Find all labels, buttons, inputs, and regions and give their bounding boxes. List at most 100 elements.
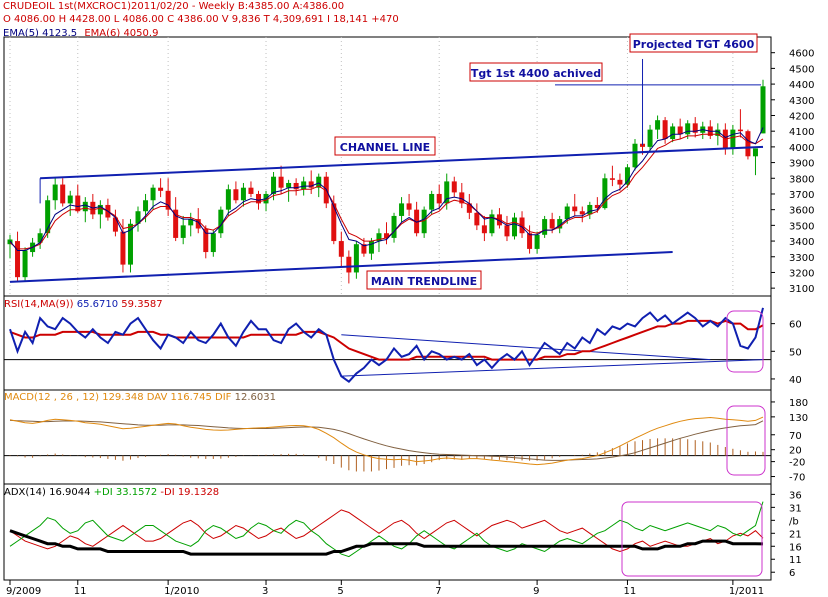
main-trendline-label: MAIN TRENDLINE [371,275,477,288]
candle-body [677,126,683,135]
macd-dav-line [9,416,764,466]
x-tick-label: 5 [337,586,343,597]
adx-panel-ytick-label: 36 [789,490,802,501]
rsi-panel-ytick-label: 40 [789,375,802,386]
candle-body [406,203,412,210]
candle-body [150,187,156,201]
candle-body [557,219,563,229]
candle-body [75,195,81,212]
candle-body [737,129,743,132]
candle-body [534,234,540,249]
candle-body [512,217,518,237]
candle-body [316,176,322,188]
candle-body [564,206,570,220]
candle-body [338,241,344,257]
price-panel-ytick-label: 4400 [789,80,814,91]
macd-dif-line [9,419,764,461]
ema6-line [9,133,764,250]
channel-line-label: CHANNEL LINE [340,141,430,154]
candle-body [271,176,277,194]
price-panel-ytick-label: 4000 [789,143,814,154]
candle-body [496,214,502,226]
adx-panel-ytick-label: 16 [789,542,802,553]
candle-body [82,201,88,212]
candle-body [632,143,638,168]
price-panel-ytick-label: 4300 [789,96,814,107]
candle-body [594,204,600,209]
candle-body [745,131,751,157]
main-trendline [9,251,673,283]
candle-body [143,200,149,212]
pdi-line [9,501,764,558]
candle-body [527,233,533,249]
candle-body [331,203,337,242]
candle-body [436,193,442,204]
candle-body [120,231,126,265]
rsi-legend-part: 59.3587 [118,299,163,310]
macd-legend-part: 129.348 [99,392,144,403]
rsi-panel-ytick-label: 50 [789,347,802,358]
rsi-trendline [341,334,711,361]
candle-body [240,187,246,201]
candle-body [617,179,623,185]
mdi-line [9,509,764,553]
candle-body [225,189,231,210]
candle-body [587,204,593,215]
candle-body [180,225,186,238]
ema-legend: EMA(5) 4123.5 EMA(6) 4050.9 [3,28,158,40]
rsi-legend-part: RSI(14,MA(9)) [4,299,74,310]
adx-line [9,529,764,556]
candle-body [391,215,397,238]
candle-body [489,214,495,234]
price-panel-ytick-label: 4200 [789,111,814,122]
candle-body [549,219,555,229]
macd-legend-part: DAV [144,392,168,403]
candle-body [376,233,382,242]
adx-legend: ADX(14) 16.9044 +DI 33.1572 -DI 19.1328 [4,487,219,498]
candle-body [165,190,171,210]
candle-body [15,241,21,278]
candle-body [158,187,164,191]
ema6-legend: EMA(6) 4050.9 [84,28,159,39]
candle-body [481,225,487,234]
candle-body [647,129,653,147]
macd-legend: MACD(12 , 26 , 12) 129.348 DAV 116.745 D… [4,392,276,403]
candle-body [572,206,578,212]
macd-legend-part: 12.6031 [231,392,276,403]
candle-body [233,189,239,201]
candle-body [444,181,450,204]
price-panel-ytick-label: 3400 [789,237,814,248]
adx-highlight [621,501,763,577]
x-tick-label: 11 [623,586,636,597]
candle-body [173,209,179,238]
candle-body [504,225,510,237]
candle-body [542,219,548,235]
candle-body [45,200,51,234]
candle-body [195,219,201,229]
rsi-panel-frame [3,295,772,391]
projected-target-label: Projected TGT 4600 [633,38,755,51]
rsi-legend-part: 65.6710 [74,299,119,310]
candle-body [278,176,284,188]
price-panel-ytick-label: 3100 [789,284,814,295]
ema5-line [9,127,764,251]
macd-panel-ytick-label: -20 [789,458,805,469]
adx-legend-part: 33.1572 [113,487,158,498]
candle-body [301,181,307,190]
x-tick-label: 3 [262,586,268,597]
candle-body [97,204,103,215]
candle-body [685,123,691,135]
rsi-panel-ytick-label: 60 [789,320,802,331]
candle-body [210,233,216,253]
rsi-trendline [341,359,764,377]
candle-body [466,203,472,213]
macd-panel-frame [3,389,772,485]
candle-body [127,223,133,265]
target-achieved-label-box [469,62,603,82]
candle-body [609,178,615,180]
candle-body [22,250,28,278]
candle-body [37,233,43,243]
candle-body [135,211,141,224]
macd-panel-ytick-label: 180 [789,398,808,409]
price-panel-ytick-label: 3900 [789,159,814,170]
